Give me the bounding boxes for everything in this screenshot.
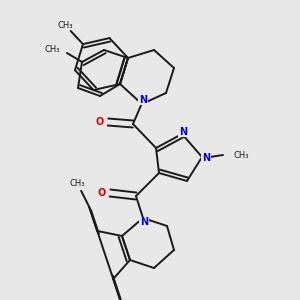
Text: N: N (140, 217, 148, 227)
Text: O: O (98, 188, 106, 198)
Text: CH₃: CH₃ (70, 179, 85, 188)
Text: CH₃: CH₃ (44, 44, 60, 53)
Text: N: N (139, 95, 147, 105)
Text: CH₃: CH₃ (233, 151, 248, 160)
Text: N: N (179, 127, 187, 137)
Text: CH₃: CH₃ (58, 21, 73, 30)
Text: N: N (202, 153, 210, 163)
Text: O: O (96, 117, 104, 127)
